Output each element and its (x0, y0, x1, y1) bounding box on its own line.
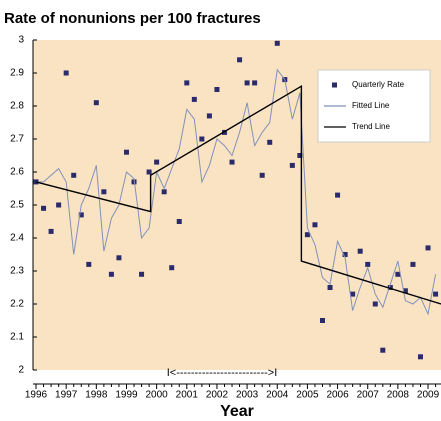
legend-label: Trend Line (352, 122, 391, 131)
y-tick-label: 2.2 (10, 299, 24, 310)
data-point (365, 261, 371, 267)
data-point (289, 162, 295, 168)
x-tick-label: 2004 (266, 390, 289, 401)
data-point (116, 255, 122, 261)
data-point (274, 40, 280, 46)
data-point (237, 57, 243, 63)
data-point (433, 291, 439, 297)
line (35, 84, 441, 305)
data-point (252, 80, 258, 86)
data-point (244, 80, 250, 86)
y-tick-label: 2.9 (10, 68, 24, 79)
data-point (199, 136, 205, 142)
data-point (380, 347, 386, 353)
y-tick-label: 2.8 (10, 101, 24, 112)
data-point (425, 245, 431, 251)
y-tick-label: 3 (18, 35, 24, 46)
data-point (41, 205, 47, 211)
data-point (78, 212, 84, 218)
annotation: I<------------------------->I (167, 367, 278, 379)
legend-marker (332, 82, 337, 88)
x-tick-label: 2008 (387, 390, 410, 401)
data-point (176, 219, 182, 224)
x-axis-label: Year (220, 403, 254, 420)
data-point (169, 265, 175, 271)
data-point (387, 285, 393, 290)
chart-title: Rate of nonunions per 100 fractures (4, 10, 261, 27)
data-point (395, 271, 401, 277)
x-tick-label: 2006 (326, 390, 349, 401)
y-tick-label: 2.1 (10, 332, 24, 343)
data-point (161, 189, 167, 195)
data-point (304, 232, 310, 238)
data-point (319, 318, 325, 323)
data-point (214, 87, 220, 92)
data-point (86, 261, 92, 267)
legend-label: Quarterly Rate (352, 80, 405, 89)
data-point (350, 291, 356, 297)
data-point (71, 172, 77, 178)
data-point (410, 261, 416, 267)
data-point (327, 285, 333, 290)
data-point (93, 100, 99, 106)
x-tick-label: 2001 (176, 390, 199, 401)
data-point (417, 354, 423, 360)
data-point (372, 301, 378, 307)
data-point (335, 192, 341, 198)
data-point (312, 222, 318, 228)
x-tick-label: 1997 (55, 390, 78, 401)
data-point (101, 189, 107, 195)
y-tick-label: 2.6 (10, 167, 24, 178)
data-point (154, 159, 160, 165)
data-point (402, 288, 408, 294)
data-point (146, 169, 152, 175)
line (36, 68, 437, 316)
data-point (229, 159, 235, 165)
x-tick-label: 2007 (357, 390, 380, 401)
data-point (297, 153, 303, 158)
data-point (123, 149, 129, 155)
data-point (184, 80, 190, 86)
y-tick-label: 2.7 (10, 134, 24, 145)
data-point (48, 228, 54, 234)
data-point (108, 271, 114, 277)
y-tick-label: 2.5 (10, 200, 24, 211)
data-point (259, 172, 265, 178)
data-point (191, 96, 197, 102)
y-tick-label: 2.3 (10, 266, 24, 277)
x-tick-label: 2005 (296, 390, 319, 401)
data-point (63, 70, 69, 76)
x-tick-label: 2009 (417, 390, 440, 401)
x-tick-label: 2002 (206, 390, 229, 401)
x-tick-label: 1996 (25, 390, 48, 401)
data-point (56, 202, 62, 208)
y-tick-label: 2 (18, 365, 24, 376)
x-tick-label: 2003 (236, 390, 259, 401)
x-tick-label: 1999 (115, 390, 138, 401)
x-tick-label: 2000 (146, 390, 169, 401)
plot (33, 40, 441, 360)
x-tick-label: 1998 (85, 390, 108, 401)
y-tick-label: 2.4 (10, 233, 24, 244)
legend-label: Fitted Line (352, 101, 390, 110)
data-point (342, 252, 348, 257)
data-point (357, 248, 363, 254)
data-point (139, 271, 145, 277)
data-point (206, 113, 212, 119)
data-point (267, 139, 273, 145)
